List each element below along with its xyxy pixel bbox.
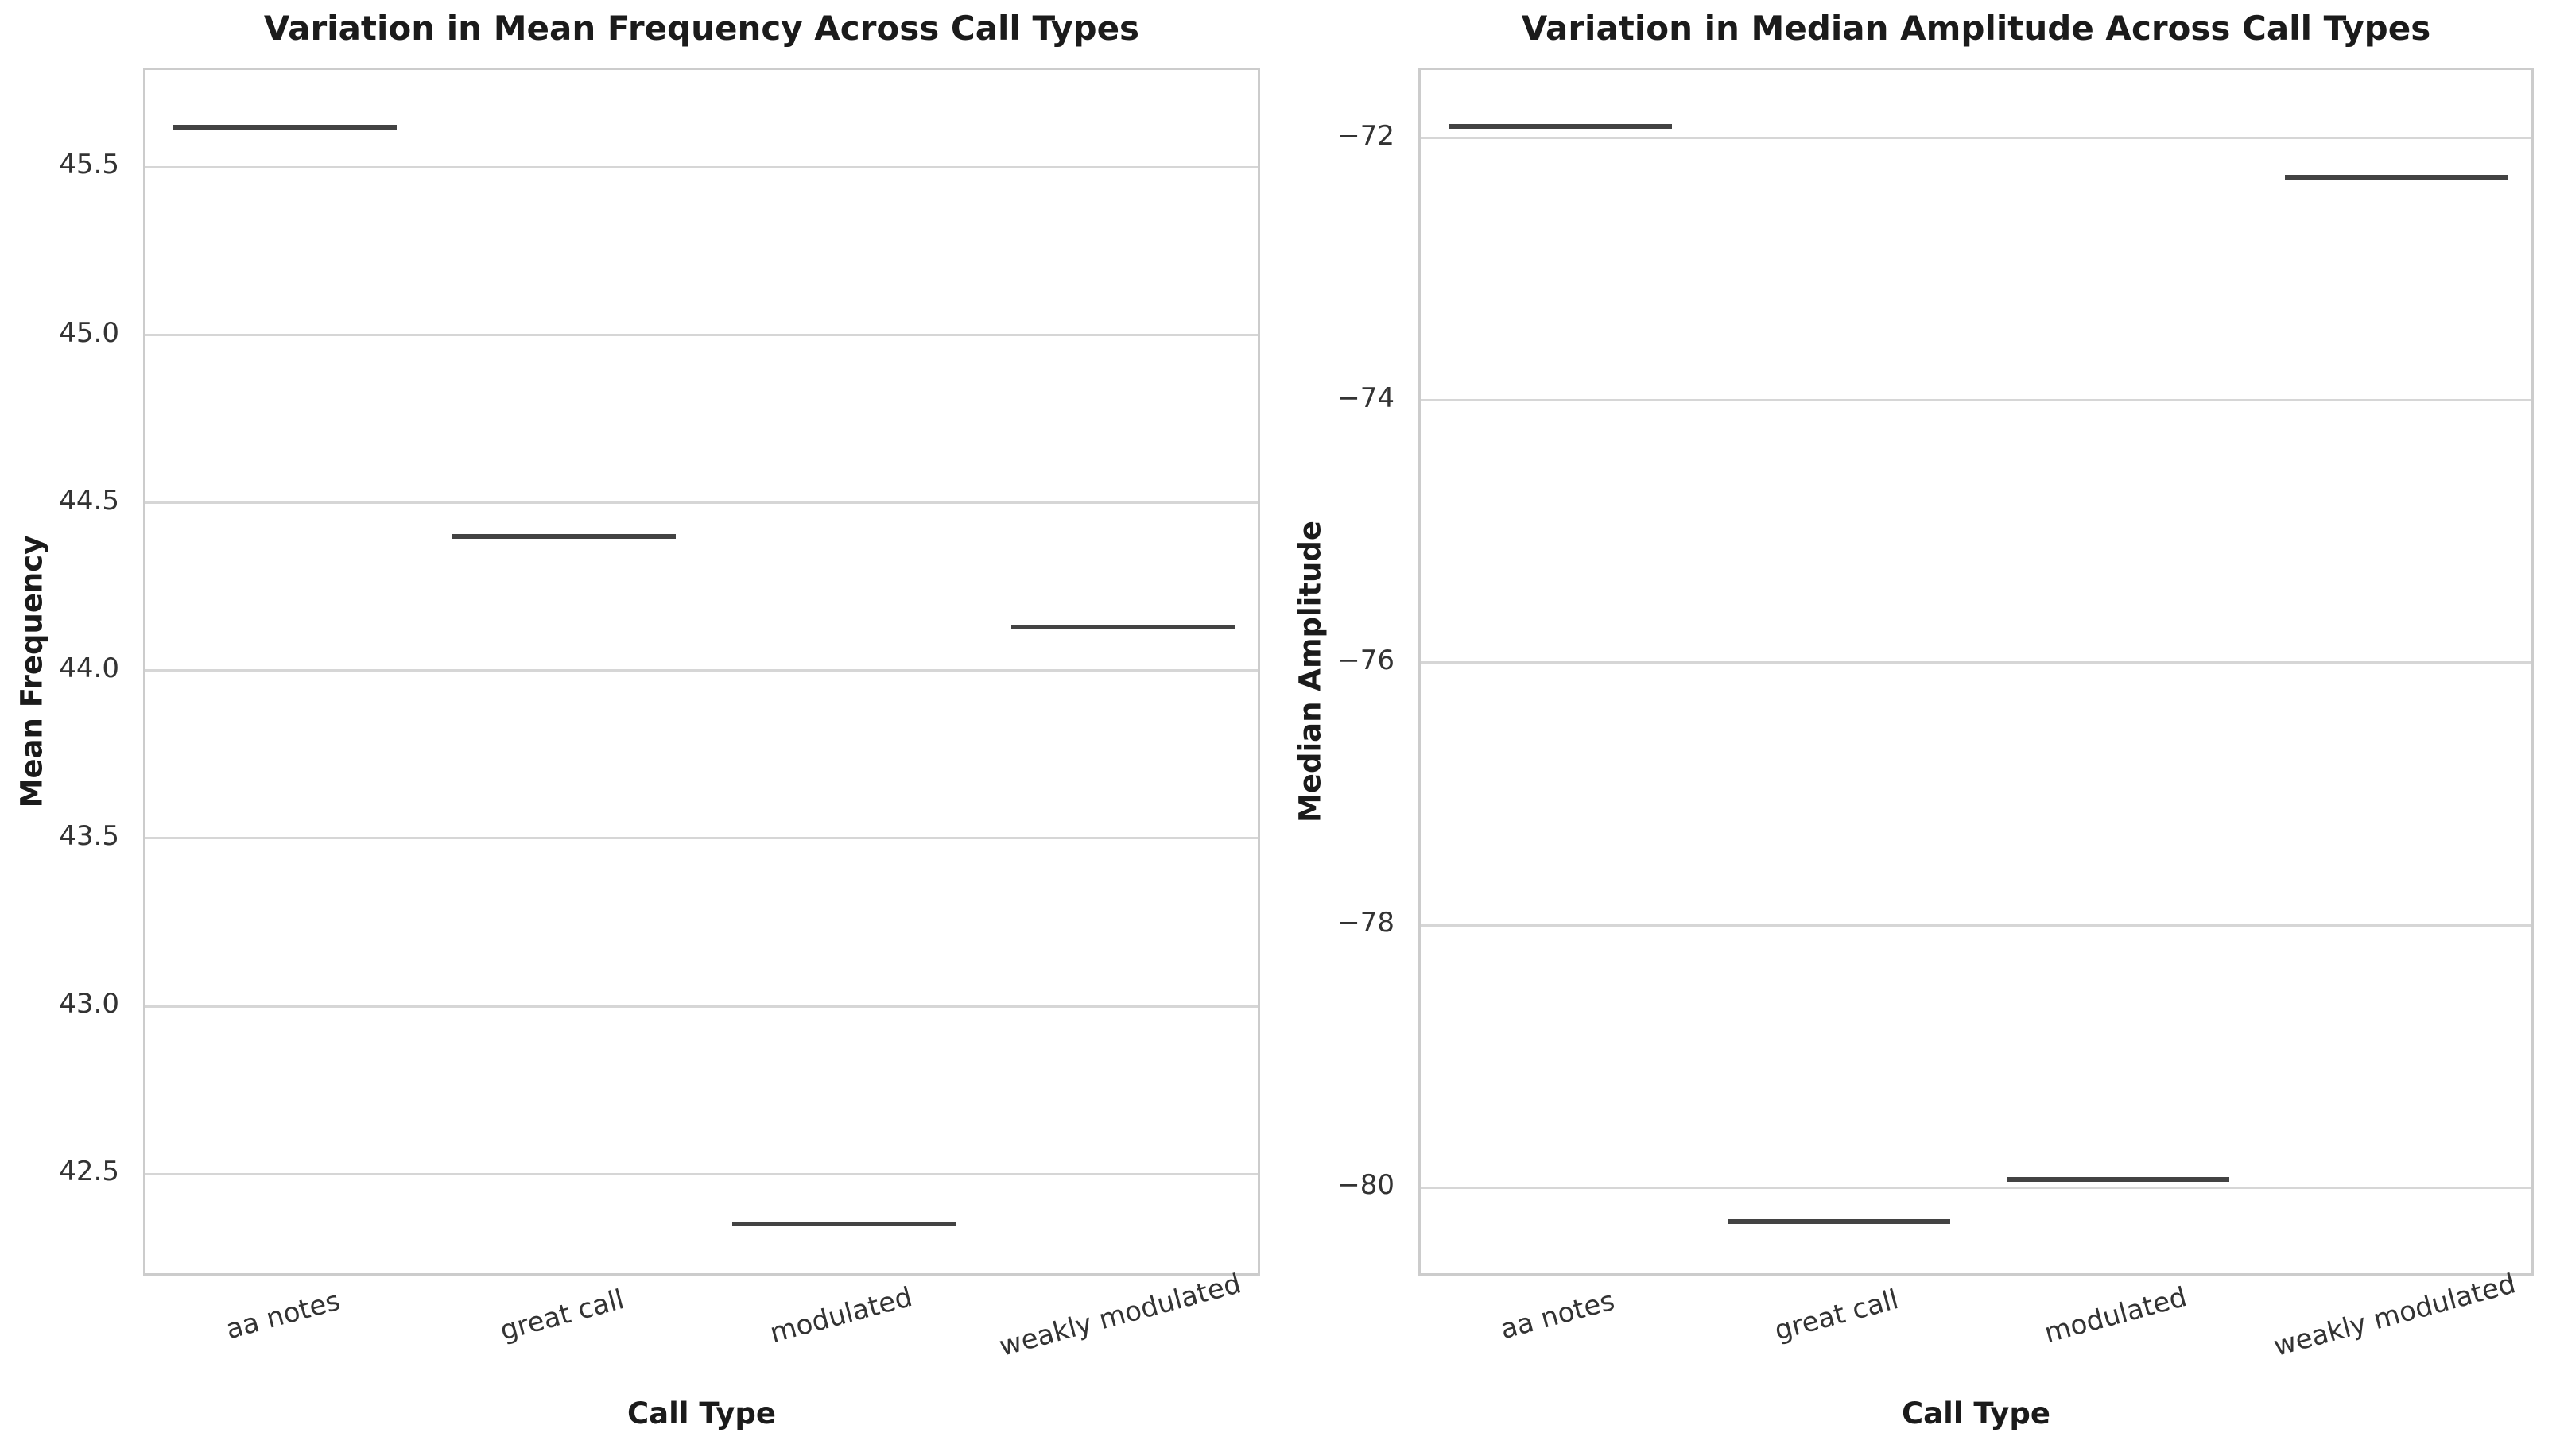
- y-tick-label: 45.0: [59, 316, 119, 349]
- boxplot-median-line-great-call: [452, 533, 677, 539]
- y-tick-label: −72: [1337, 119, 1394, 152]
- y-tick-label: 42.5: [59, 1156, 119, 1188]
- gridline: [1421, 1186, 2531, 1189]
- y-tick-label: 44.5: [59, 484, 119, 517]
- gridline: [145, 165, 1258, 168]
- chart-title: Variation in Mean Frequency Across Call …: [263, 9, 1140, 48]
- boxplot-median-line-aa-notes: [1449, 123, 1672, 129]
- gridline: [145, 837, 1258, 840]
- gridline: [1421, 137, 2531, 140]
- x-tick-label: great call: [1771, 1284, 1903, 1347]
- y-tick-label: 43.0: [59, 988, 119, 1020]
- boxplot-median-line-weakly-modulated: [2285, 175, 2508, 180]
- x-tick-label: weakly modulated: [2270, 1268, 2519, 1363]
- plot-area: [143, 68, 1260, 1276]
- gridline: [145, 334, 1258, 337]
- gridline: [1421, 661, 2531, 664]
- y-tick-label: −78: [1337, 907, 1394, 939]
- gridline: [1421, 399, 2531, 402]
- y-tick-label: −74: [1337, 381, 1394, 414]
- x-axis-label: Call Type: [1902, 1396, 2050, 1431]
- y-tick-label: 43.5: [59, 819, 119, 852]
- gridline: [145, 669, 1258, 672]
- boxplot-median-line-modulated: [2006, 1177, 2230, 1183]
- plot-area: [1418, 68, 2534, 1276]
- gridline: [145, 501, 1258, 505]
- boxplot-median-line-great-call: [1727, 1219, 1951, 1225]
- boxplot-median-line-aa-notes: [173, 124, 398, 130]
- y-tick-label: −76: [1337, 644, 1394, 676]
- x-tick-label: modulated: [2041, 1280, 2190, 1350]
- x-axis-label: Call Type: [627, 1396, 776, 1431]
- y-tick-label: 44.0: [59, 652, 119, 684]
- boxplot-median-line-weakly-modulated: [1010, 624, 1235, 629]
- boxplot-median-line-modulated: [731, 1222, 956, 1227]
- gridline: [145, 1172, 1258, 1175]
- gridline: [145, 1005, 1258, 1008]
- y-tick-label: −80: [1337, 1169, 1394, 1202]
- gridline: [1421, 924, 2531, 927]
- chart-title: Variation in Median Amplitude Across Cal…: [1521, 9, 2431, 48]
- y-tick-label: 45.5: [59, 149, 119, 181]
- x-tick-label: aa notes: [1497, 1284, 1619, 1346]
